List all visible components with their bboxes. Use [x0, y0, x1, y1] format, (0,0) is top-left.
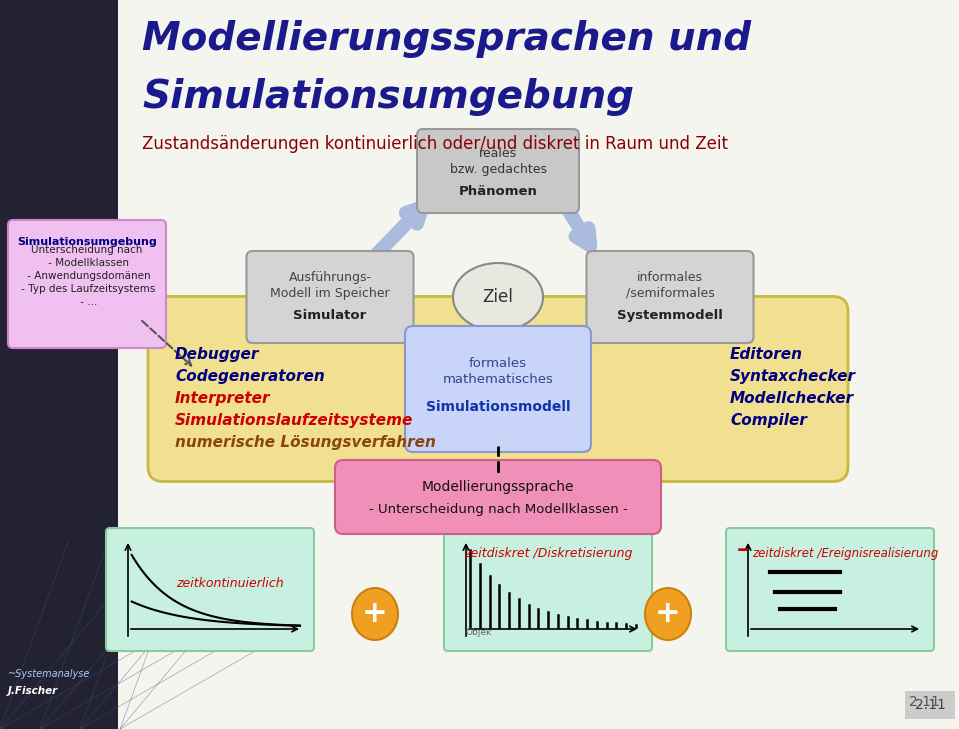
Text: Phänomen: Phänomen — [458, 184, 537, 198]
Text: zeitdiskret /Ereignisrealisierung: zeitdiskret /Ereignisrealisierung — [752, 547, 938, 561]
Text: Compiler: Compiler — [730, 413, 807, 427]
Ellipse shape — [453, 263, 543, 331]
Text: +: + — [655, 599, 681, 628]
Text: zeitkontinuierlich: zeitkontinuierlich — [176, 577, 284, 590]
FancyBboxPatch shape — [726, 528, 934, 651]
Text: - Unterscheidung nach Modellklassen -: - Unterscheidung nach Modellklassen - — [368, 502, 627, 515]
Text: ~Systemanalyse: ~Systemanalyse — [8, 669, 90, 679]
Text: Simulationsumgebung: Simulationsumgebung — [17, 237, 157, 247]
Text: Simulator: Simulator — [293, 308, 366, 321]
FancyBboxPatch shape — [148, 297, 848, 481]
Text: numerische Lösungsverfahren: numerische Lösungsverfahren — [175, 434, 436, 450]
Text: 2.11: 2.11 — [909, 695, 940, 709]
FancyBboxPatch shape — [8, 220, 166, 348]
FancyBboxPatch shape — [106, 528, 314, 651]
Bar — [0, 0, 118, 729]
FancyBboxPatch shape — [405, 326, 591, 452]
Text: –: – — [737, 540, 748, 560]
Ellipse shape — [352, 588, 398, 640]
FancyBboxPatch shape — [417, 129, 579, 213]
FancyBboxPatch shape — [587, 251, 754, 343]
Text: Debugger: Debugger — [175, 346, 259, 362]
Text: Modellchecker: Modellchecker — [730, 391, 854, 405]
Text: Ziel: Ziel — [482, 288, 513, 306]
Text: Simulationsmodell: Simulationsmodell — [426, 400, 571, 414]
Text: Editoren: Editoren — [730, 346, 803, 362]
Bar — [118, 0, 959, 729]
Text: Simulationslaufzeitsysteme: Simulationslaufzeitsysteme — [175, 413, 413, 427]
Text: +: + — [363, 599, 387, 628]
Text: Objek: Objek — [466, 628, 492, 637]
Text: Zustandsänderungen kontinuierlich oder/und diskret in Raum und Zeit: Zustandsänderungen kontinuierlich oder/u… — [142, 135, 728, 153]
Text: Ausführungs-
Modell im Speicher: Ausführungs- Modell im Speicher — [270, 270, 389, 300]
Text: reales
bzw. gedachtes: reales bzw. gedachtes — [450, 147, 547, 176]
Text: zeitdiskret /Diskretisierung: zeitdiskret /Diskretisierung — [464, 547, 632, 561]
FancyBboxPatch shape — [335, 460, 661, 534]
Text: Syntaxchecker: Syntaxchecker — [730, 368, 856, 383]
Text: Simulationsumgebung: Simulationsumgebung — [142, 78, 634, 116]
Text: J.Fischer: J.Fischer — [8, 686, 58, 696]
Text: Systemmodell: Systemmodell — [617, 308, 723, 321]
Text: Modellierungssprache: Modellierungssprache — [422, 480, 574, 494]
Text: Interpreter: Interpreter — [175, 391, 270, 405]
FancyBboxPatch shape — [246, 251, 413, 343]
Text: Codegeneratoren: Codegeneratoren — [175, 368, 325, 383]
Text: 2.11: 2.11 — [915, 698, 946, 712]
FancyBboxPatch shape — [444, 528, 652, 651]
Text: informales
/semiformales: informales /semiformales — [625, 270, 714, 300]
Ellipse shape — [645, 588, 691, 640]
Text: Unterscheidung nach
 - Modellklassen
 - Anwendungsdomänen
 - Typ des Laufzeitsys: Unterscheidung nach - Modellklassen - An… — [18, 245, 155, 308]
Text: formales
mathematisches: formales mathematisches — [442, 356, 553, 386]
Bar — [905, 691, 955, 719]
Text: Modellierungssprachen und: Modellierungssprachen und — [142, 20, 751, 58]
